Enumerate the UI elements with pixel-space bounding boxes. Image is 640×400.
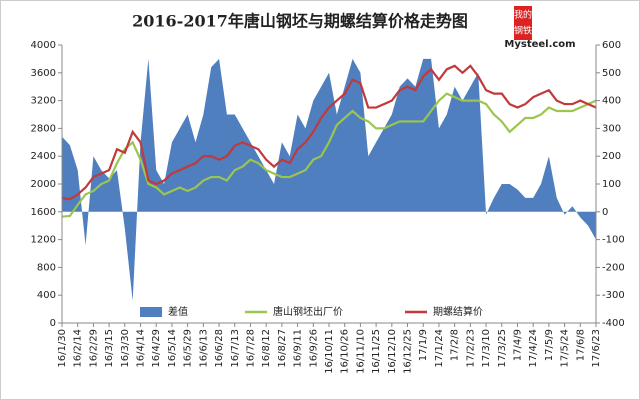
logo-text: 钢铁: [514, 25, 532, 37]
chart-title: 2016-2017年唐山钢坯与期螺结算价格走势图: [132, 12, 468, 31]
x-tick-label: 17/5/9: [544, 329, 555, 361]
y-tick-label: 0: [50, 318, 56, 329]
y2-tick-label: -200: [602, 262, 625, 273]
x-tick-label: 17/6/23: [591, 329, 602, 368]
logo-brand: Mysteel.com: [504, 39, 575, 50]
y-tick-label: 2400: [31, 151, 56, 162]
spread-area: [62, 58, 596, 301]
x-tick-label: 17/1/24: [434, 329, 445, 368]
x-tick-label: 16/5/29: [183, 329, 194, 368]
x-tick-label: 16/4/14: [136, 329, 147, 368]
x-tick-label: 16/12/10: [387, 329, 398, 374]
x-tick-label: 16/5/14: [167, 329, 178, 368]
x-tick-label: 17/3/25: [497, 329, 508, 368]
y-tick-label: 3200: [31, 96, 56, 107]
y2-tick-label: 500: [602, 68, 621, 79]
y-tick-label: 400: [37, 290, 56, 301]
x-tick-label: 16/4/29: [151, 329, 162, 368]
y-tick-label: 4000: [31, 40, 56, 51]
y2-tick-label: 0: [602, 207, 608, 218]
legend-swatch: [140, 307, 162, 317]
y2-tick-label: 600: [602, 40, 621, 51]
x-tick-label: 16/12/25: [403, 329, 414, 374]
x-tick-label: 17/6/8: [575, 329, 586, 361]
y-tick-label: 3600: [31, 68, 56, 79]
logo-text: 我的: [514, 9, 532, 21]
x-tick-label: 16/6/28: [214, 329, 225, 368]
y-tick-label: 1200: [31, 235, 56, 246]
legend-label: 差值: [168, 305, 188, 318]
legend-label: 唐山钢坯出厂价: [273, 305, 343, 318]
x-tick-label: 16/8/12: [261, 329, 272, 368]
x-tick-label: 17/2/23: [465, 329, 476, 368]
x-tick-label: 16/1/30: [57, 329, 68, 368]
y-tick-label: 2800: [31, 123, 56, 134]
y2-tick-label: 100: [602, 179, 621, 190]
y2-tick-label: -400: [602, 318, 625, 329]
x-tick-label: 16/7/13: [230, 329, 241, 368]
x-tick-label: 16/2/29: [88, 329, 99, 368]
y2-tick-label: -300: [602, 290, 625, 301]
x-tick-label: 16/9/26: [308, 329, 319, 368]
x-tick-label: 17/2/8: [450, 329, 461, 361]
x-tick-label: 16/10/26: [340, 329, 351, 374]
y2-tick-label: 400: [602, 96, 621, 107]
y-tick-label: 800: [37, 262, 56, 273]
logo-block: [514, 6, 532, 40]
x-tick-label: 17/4/24: [528, 329, 539, 368]
x-tick-label: 17/3/10: [481, 329, 492, 368]
x-tick-label: 16/7/28: [245, 329, 256, 368]
price-line: [61, 92, 597, 218]
x-tick-label: 16/6/13: [198, 329, 209, 368]
x-tick-label: 16/10/11: [324, 329, 335, 374]
x-tick-label: 16/11/25: [371, 329, 382, 374]
x-tick-label: 16/11/10: [355, 329, 366, 374]
legend-label: 期螺结算价: [433, 305, 483, 318]
y2-tick-label: 200: [602, 151, 621, 162]
x-tick-label: 16/2/14: [73, 329, 84, 368]
y2-tick-label: 300: [602, 123, 621, 134]
x-tick-label: 16/8/27: [277, 329, 288, 368]
x-tick-label: 16/9/11: [293, 329, 304, 368]
x-tick-label: 16/3/15: [104, 329, 115, 368]
x-tick-label: 17/4/9: [512, 329, 523, 361]
y-tick-label: 2000: [31, 179, 56, 190]
y2-tick-label: -100: [602, 235, 625, 246]
price-line: [61, 64, 597, 201]
y-tick-label: 1600: [31, 207, 56, 218]
x-tick-label: 16/3/30: [120, 329, 131, 368]
x-tick-label: 17/1/9: [418, 329, 429, 361]
x-tick-label: 17/5/24: [560, 329, 571, 368]
